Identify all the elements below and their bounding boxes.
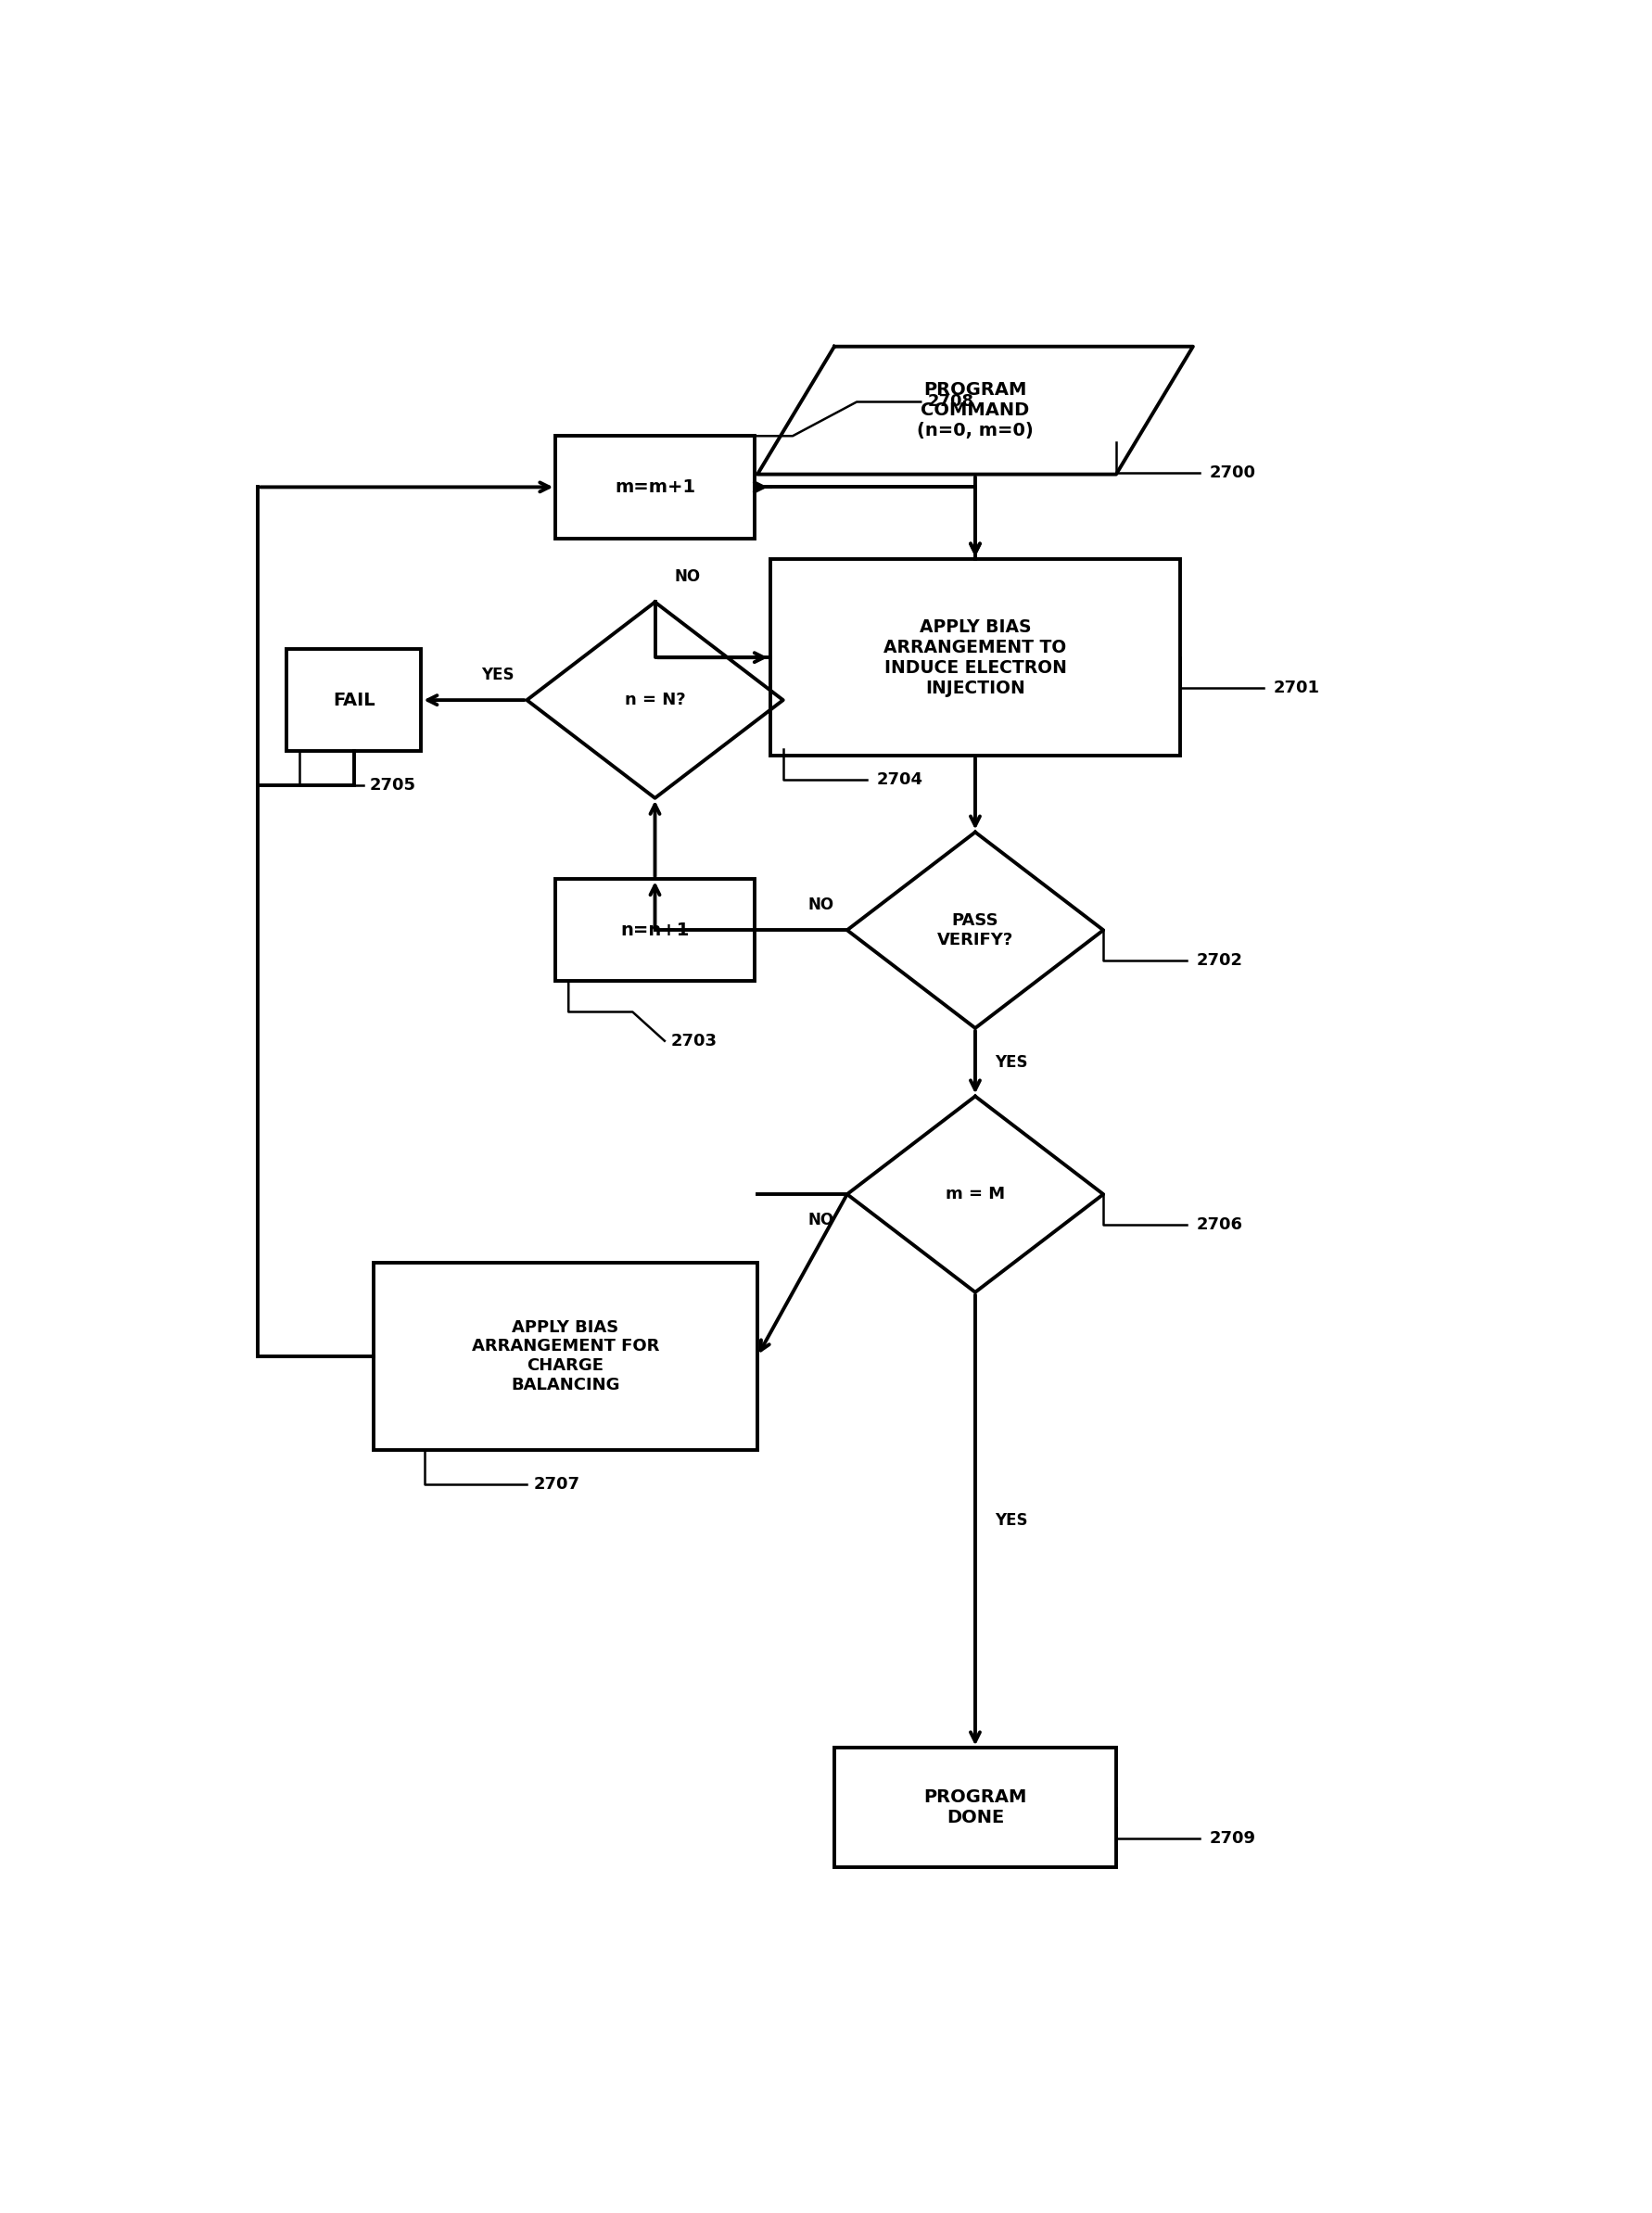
Bar xyxy=(834,1748,1115,1868)
Text: NO: NO xyxy=(808,1211,834,1228)
Text: 2706: 2706 xyxy=(1196,1217,1242,1233)
Text: PROGRAM
COMMAND
(n=0, m=0): PROGRAM COMMAND (n=0, m=0) xyxy=(917,381,1032,440)
Text: 2707: 2707 xyxy=(534,1476,580,1492)
Text: PROGRAM
DONE: PROGRAM DONE xyxy=(923,1788,1026,1826)
Text: NO: NO xyxy=(808,896,834,914)
Text: 2702: 2702 xyxy=(1196,952,1242,969)
Text: 2701: 2701 xyxy=(1274,679,1320,697)
Text: APPLY BIAS
ARRANGEMENT TO
INDUCE ELECTRON
INJECTION: APPLY BIAS ARRANGEMENT TO INDUCE ELECTRO… xyxy=(884,617,1066,697)
Text: m=m+1: m=m+1 xyxy=(615,478,695,496)
Bar xyxy=(373,1261,757,1450)
Text: 2705: 2705 xyxy=(370,777,416,794)
Text: 2704: 2704 xyxy=(876,772,922,788)
Bar xyxy=(286,648,421,750)
Text: YES: YES xyxy=(481,666,514,684)
Text: FAIL: FAIL xyxy=(332,690,375,708)
Text: 2700: 2700 xyxy=(1209,465,1256,482)
Bar xyxy=(555,436,753,538)
Text: n=n+1: n=n+1 xyxy=(620,921,689,938)
Text: 2709: 2709 xyxy=(1209,1830,1256,1846)
Text: 2708: 2708 xyxy=(927,394,973,409)
Text: n = N?: n = N? xyxy=(624,693,686,708)
Bar xyxy=(770,560,1180,755)
Text: m = M: m = M xyxy=(945,1186,1004,1202)
Text: NO: NO xyxy=(674,569,700,584)
Text: YES: YES xyxy=(995,1511,1028,1529)
Bar xyxy=(555,879,753,980)
Text: PASS
VERIFY?: PASS VERIFY? xyxy=(937,912,1013,947)
Text: APPLY BIAS
ARRANGEMENT FOR
CHARGE
BALANCING: APPLY BIAS ARRANGEMENT FOR CHARGE BALANC… xyxy=(471,1319,659,1394)
Text: 2703: 2703 xyxy=(671,1033,717,1049)
Text: YES: YES xyxy=(995,1053,1028,1071)
